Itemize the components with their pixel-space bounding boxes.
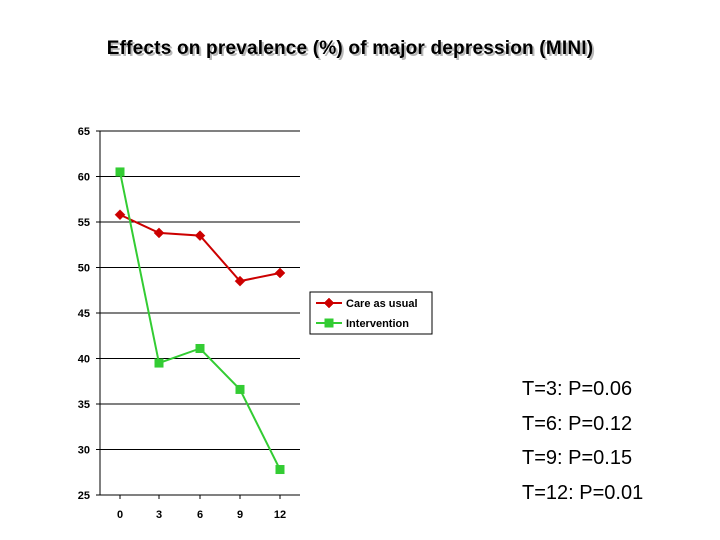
legend: Care as usual Intervention: [309, 291, 433, 335]
y-tick-label-55: 55: [78, 217, 90, 229]
axes: [96, 130, 300, 499]
y-tick-label-35: 35: [78, 399, 90, 411]
p-value-list: T=3: P=0.06 T=6: P=0.12 T=9: P=0.15 T=12…: [522, 372, 643, 510]
gridlines: [100, 130, 300, 496]
point-intervention-3: [154, 358, 164, 368]
y-tick-label-45: 45: [78, 308, 90, 320]
p-value-t9: T=9: P=0.15: [522, 447, 633, 469]
x-tick-label-3: 3: [156, 509, 162, 521]
series-layer: [114, 167, 286, 475]
point-care-as-usual-12: [274, 267, 286, 279]
point-intervention-6: [195, 343, 205, 353]
x-tick-label-12: 12: [274, 509, 286, 521]
point-care-as-usual-9: [234, 275, 246, 287]
series-intervention: [115, 167, 285, 475]
y-tick-label-65: 65: [78, 126, 90, 138]
legend-marker-intervention: [324, 318, 334, 328]
legend-marker-care-as-usual: [323, 297, 335, 309]
y-tick-label-40: 40: [78, 354, 90, 366]
tick-labels: 25 30 35 40 45 50 55 60 65 0 3 6 9 12: [78, 126, 286, 521]
point-intervention-12: [275, 465, 285, 475]
point-intervention-9: [235, 384, 245, 394]
y-tick-label-30: 30: [78, 445, 90, 457]
y-tick-label-25: 25: [78, 490, 90, 502]
series-care-as-usual: [114, 209, 286, 287]
p-value-t12: T=12: P=0.01: [522, 481, 644, 504]
point-care-as-usual-6: [194, 230, 206, 242]
point-care-as-usual-3: [153, 227, 165, 239]
legend-label-care-as-usual: Care as usual: [346, 298, 418, 310]
series-line-care-as-usual: [119, 213, 281, 283]
y-tick-label-60: 60: [78, 172, 90, 184]
x-tick-label-6: 6: [197, 509, 203, 521]
x-tick-label-9: 9: [237, 509, 243, 521]
legend-label-intervention: Intervention: [346, 318, 409, 330]
p-value-t6: T=6: P=0.12: [522, 412, 633, 435]
point-intervention-0: [115, 167, 125, 177]
x-tick-label-0: 0: [117, 509, 123, 521]
p-value-t3: T=3: P=0.06: [522, 378, 633, 400]
chart-title: Effects on prevalence (%) of major depre…: [106, 38, 594, 59]
point-care-as-usual-0: [114, 209, 126, 221]
series-line-intervention: [119, 171, 281, 470]
y-tick-label-50: 50: [78, 263, 90, 275]
